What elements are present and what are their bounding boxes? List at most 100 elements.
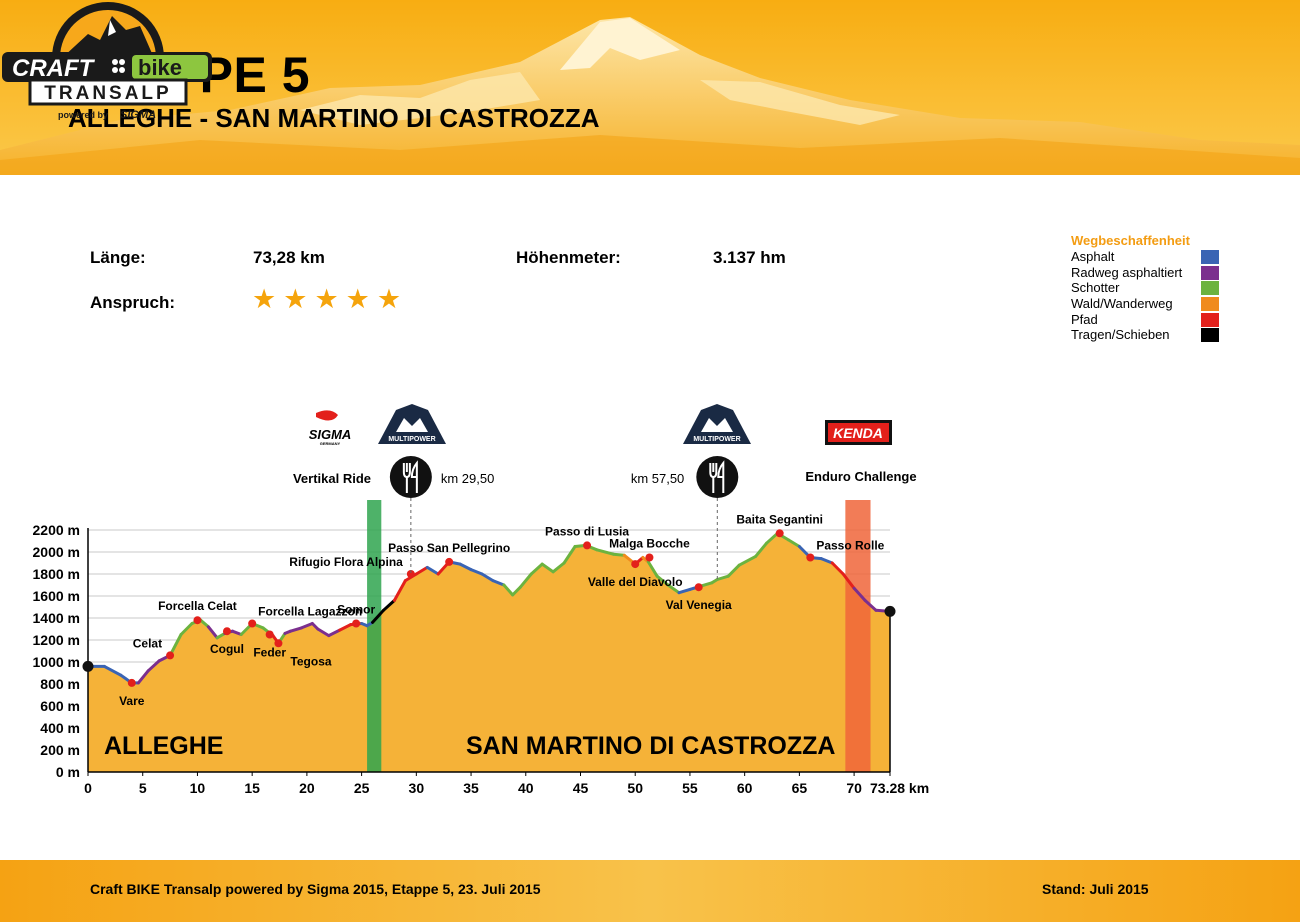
legend-item-label: Radweg asphaltiert [1071, 264, 1183, 280]
waypoint-dot [445, 557, 454, 566]
profile-segment [754, 541, 769, 558]
profile-segment [146, 659, 161, 673]
profile-segment [551, 561, 566, 574]
sigma-logo-text: SIGMA [309, 427, 352, 442]
profile-segment [518, 572, 533, 589]
waypoint-dot [775, 529, 784, 538]
logo-powered-text: powered by [58, 110, 108, 120]
legend-item-label: Pfad [1071, 311, 1098, 327]
profile-segment [288, 626, 303, 633]
legend-item-label: Asphalt [1071, 249, 1115, 264]
waypoint-dot [806, 553, 815, 562]
y-tick-label: 0 m [56, 764, 80, 780]
multipower-m-icon [701, 418, 733, 432]
waypoint-dot [352, 619, 361, 628]
endpoint-marker [82, 660, 94, 672]
profile-segment [381, 598, 396, 612]
profile-segment [852, 586, 867, 602]
x-tick-label: 15 [244, 780, 260, 796]
y-tick-label: 400 m [40, 720, 80, 736]
waypoint-label: Baita Segantini [736, 512, 823, 526]
profile-segment [480, 572, 495, 583]
profile-segment [715, 574, 730, 581]
waypoint-label: Feder [253, 646, 286, 660]
profile-segment [425, 565, 440, 576]
waypoint-dot [166, 651, 175, 660]
length-label: Länge: [90, 248, 146, 267]
x-tick-label: 60 [737, 780, 753, 796]
logo-craft-text: CRAFT [12, 55, 96, 82]
fork-icon [402, 463, 411, 493]
y-tick-label: 1200 m [33, 632, 80, 648]
waypoint-label: Forcella Celat [158, 599, 237, 613]
legend-item: Radweg asphaltiert [1071, 265, 1221, 281]
profile-segment [655, 574, 670, 587]
legend-item-label: Tragen/Schieben [1071, 327, 1170, 343]
page-subtitle: ALLEGHE - SAN MARTINO DI CASTROZZA [68, 103, 600, 133]
profile-segment [299, 622, 314, 630]
food-station-label: km 29,50 [441, 471, 494, 486]
x-tick-label: 10 [190, 780, 206, 796]
profile-segment [646, 560, 659, 578]
legend-item: Wald/Wanderweg [1071, 296, 1221, 312]
profile-segment [327, 628, 342, 638]
vertikal-ride-label: Vertikal Ride [293, 471, 371, 486]
profile-segment [206, 625, 219, 640]
profile-segment [338, 623, 353, 632]
waypoint-label: Somor [337, 603, 375, 617]
waypoint-dot [127, 678, 136, 687]
kenda-logo-text: KENDA [833, 425, 883, 441]
footer-date: Stand: Juli 2015 [1042, 881, 1149, 897]
logo-bike-text: bike [138, 55, 182, 80]
waypoint-dot [645, 553, 654, 562]
start-town-label: ALLEGHE [104, 732, 223, 760]
profile-segment [392, 579, 407, 602]
endpoint-marker [884, 605, 896, 617]
legend-item: Schotter [1071, 280, 1221, 296]
profile-segment [511, 585, 522, 597]
x-tick-label: 45 [573, 780, 589, 796]
waypoint-label: Forcella Lagazzon [258, 605, 362, 619]
waypoint-dot [222, 627, 231, 636]
x-tick-label: 65 [792, 780, 808, 796]
x-tick-label: 50 [627, 780, 643, 796]
y-tick-label: 1800 m [33, 566, 80, 582]
enduro-challenge-label: Enduro Challenge [805, 469, 916, 484]
y-tick-label: 2200 m [33, 522, 80, 538]
special-segment-bar [367, 500, 382, 772]
elevation-area [88, 533, 890, 772]
waypoint-dot [248, 619, 257, 628]
x-tick-label: 5 [139, 780, 147, 796]
legend-item: Tragen/Schieben [1071, 327, 1221, 343]
waypoint-label: Tegosa [290, 654, 331, 668]
length-value: 73,28 km [253, 248, 325, 267]
legend-item-label: Schotter [1071, 280, 1120, 296]
profile-segment [595, 548, 615, 556]
multipower-shape [683, 404, 751, 444]
legend-item: Asphalt [1071, 249, 1221, 265]
multipower-shape [378, 404, 446, 444]
profile-segment [199, 618, 210, 629]
waypoint-dot [583, 541, 592, 550]
x-tick-label: 25 [354, 780, 370, 796]
food-station-label: km 57,50 [631, 471, 684, 486]
y-tick-label: 1000 m [33, 654, 80, 670]
legend-item: Pfad [1071, 312, 1221, 328]
legend-title: Wegbeschaffenheit [1071, 233, 1190, 248]
profile-segment [136, 669, 150, 685]
waypoint-label: Val Venegia [666, 598, 732, 612]
fork-icon [709, 463, 718, 493]
surface-legend: Wegbeschaffenheit Asphalt Radweg asphalti… [1071, 233, 1221, 343]
y-tick-label: 1400 m [33, 610, 80, 626]
waypoint-dot [274, 639, 283, 648]
legend-swatch [1201, 312, 1219, 327]
difficulty-star-icon: ★ [283, 284, 308, 314]
profile-segment [458, 562, 473, 572]
waypoint-label: Vare [119, 694, 145, 708]
waypoint-dot [631, 560, 640, 569]
legend-swatch [1201, 265, 1219, 280]
elevation-label: Höhenmeter: [516, 248, 621, 267]
multipower-sponsor-logo: MULTIPOWER [378, 404, 446, 444]
waypoint-label: Passo San Pellegrino [388, 541, 510, 555]
